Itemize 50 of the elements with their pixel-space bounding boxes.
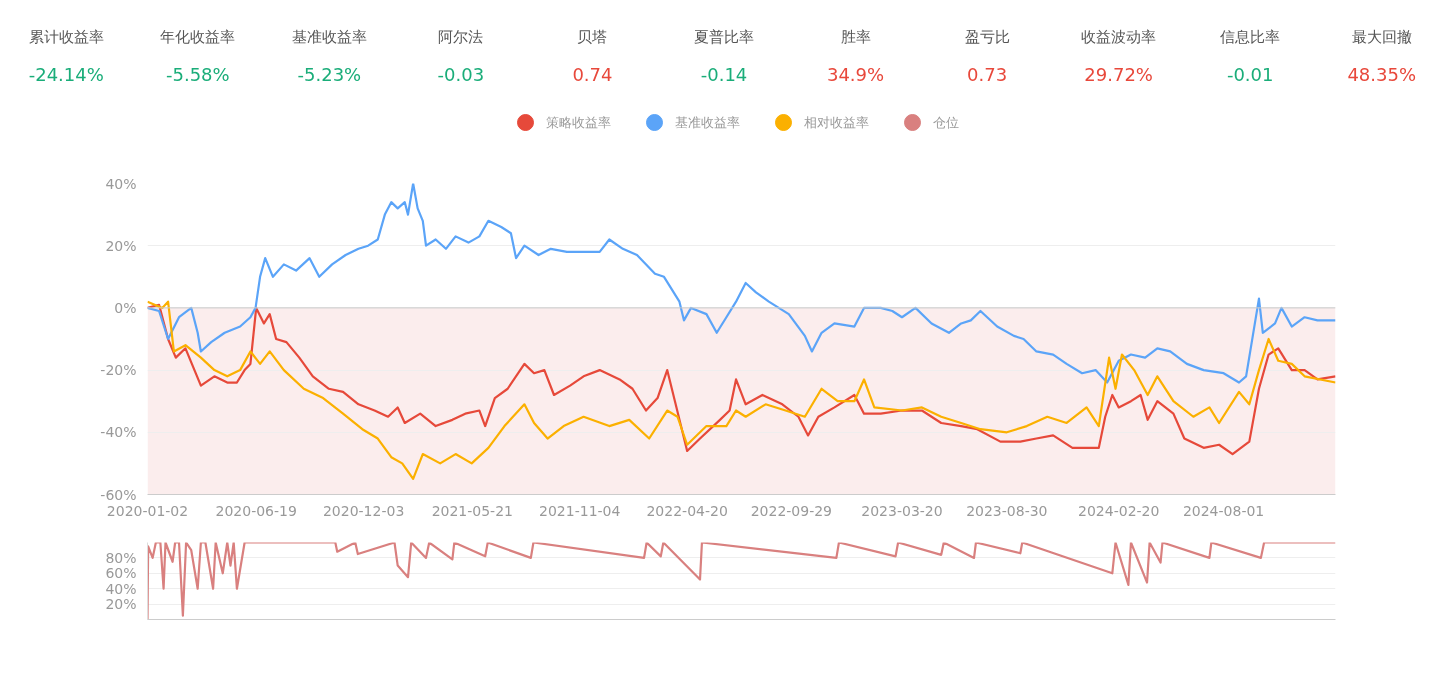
text: 34.9% [826,64,885,85]
y-tick-label: 80% [105,549,137,566]
text: -5.58% [165,64,230,85]
x-tick-label: 2020-06-19 [215,502,297,519]
category-label: 年化收益率 [160,27,236,46]
category-label: 基准收益率 [291,27,367,46]
y-tick-label: 20% [105,237,137,254]
text: 29.72% [1084,64,1153,85]
text: -24.14% [28,64,104,85]
category-label: 盈亏比 [964,27,1010,46]
text: -0.01 [1226,64,1274,85]
x-tick-label: 2022-09-29 [750,502,833,519]
category-label: 贝塔 [577,27,608,46]
y-tick-label: -20% [100,362,137,379]
category-label: 累计收益率 [28,27,104,46]
legend-label: 仓位 [932,115,959,130]
category-label: 最大回撤 [1351,27,1412,46]
y-tick-label: 40% [105,175,137,192]
x-tick-label: 2022-04-20 [646,502,728,519]
line-series [147,542,1336,620]
category-label: 阿尔法 [438,27,484,46]
line-series [147,303,1336,456]
category-label: 夏普比率 [694,27,754,46]
text: -0.14 [700,64,748,85]
category-label: 胜率 [840,27,871,46]
x-tick-label: 2020-01-02 [106,502,189,519]
x-tick-label: 2024-08-01 [1182,502,1265,519]
x-tick-label: 2023-03-20 [861,502,943,519]
legend-label: 基准收益率 [674,115,740,130]
category-label: 收益波动率 [1081,27,1157,46]
y-tick-label: -40% [100,424,137,441]
x-tick-label: 2023-08-30 [966,502,1048,519]
text: 48.35% [1347,64,1417,85]
x-tick-label: 2024-02-20 [1078,502,1160,519]
legend-label: 相对收益率 [803,115,869,130]
text: 0.74 [572,64,613,85]
text: -0.03 [437,64,485,85]
x-tick-label: 2021-11-04 [539,502,621,519]
category-label: 信息比率 [1220,27,1281,46]
x-tick-label: 2020-12-03 [322,502,405,519]
x-tick-label: 2021-05-21 [431,502,514,519]
y-tick-label: -60% [100,486,137,503]
y-tick-label: 40% [105,580,137,597]
y-tick-label: 0% [114,299,137,316]
y-tick-label: 20% [105,596,137,613]
line-series [147,183,1336,384]
legend-label: 策略收益率 [545,115,611,130]
text: 0.73 [967,64,1008,85]
text: -5.23% [297,64,362,85]
y-tick-label: 60% [105,565,137,582]
